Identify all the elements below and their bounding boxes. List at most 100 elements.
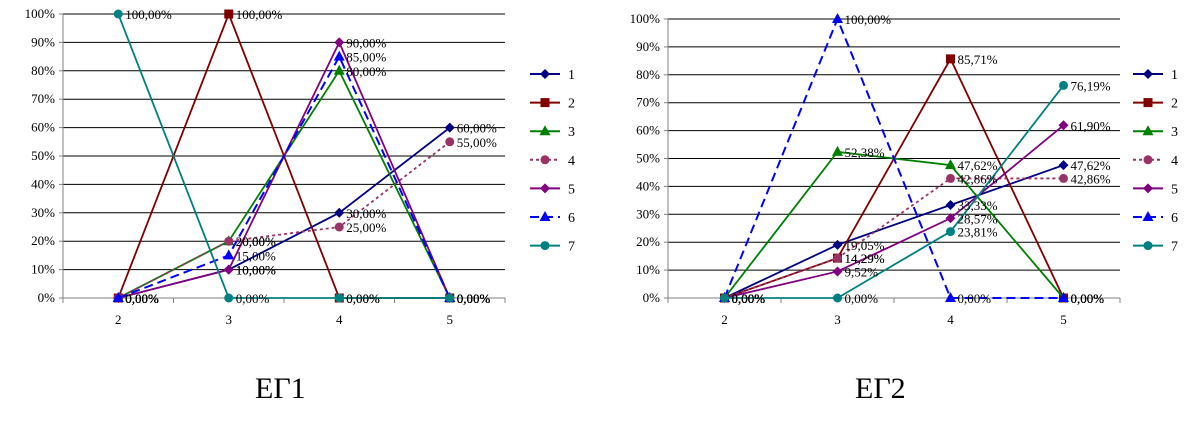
- data-label: 0,00%: [958, 291, 992, 306]
- legend-item-1: 1: [1133, 68, 1178, 83]
- y-tick-label: 0%: [643, 290, 661, 305]
- legend-marker: [540, 183, 550, 194]
- data-label: 85,71%: [958, 52, 998, 67]
- data-point: [223, 264, 234, 275]
- legend-label: 3: [568, 125, 575, 140]
- legend-label: 1: [568, 68, 575, 83]
- data-label: 0,00%: [845, 291, 879, 306]
- data-point: [334, 37, 345, 48]
- data-point: [334, 293, 344, 303]
- x-tick-label: 4: [336, 312, 343, 327]
- series-4: [113, 137, 455, 303]
- data-label: 10,00%: [236, 263, 276, 278]
- legend-item-7: 7: [1133, 240, 1178, 255]
- legend-label: 5: [1171, 182, 1178, 197]
- legend-marker: [1142, 211, 1154, 221]
- x-tick-label: 4: [947, 312, 954, 327]
- data-point: [945, 200, 956, 211]
- data-label: 0,00%: [125, 291, 159, 306]
- y-tick-label: 30%: [636, 206, 660, 221]
- data-label: 20,00%: [236, 234, 276, 249]
- series-line: [117, 141, 451, 299]
- data-point: [1058, 120, 1069, 131]
- y-tick-label: 60%: [31, 120, 55, 135]
- y-tick-label: 80%: [636, 67, 660, 82]
- legend-marker: [540, 241, 550, 251]
- data-point: [224, 236, 234, 246]
- series-4: [720, 173, 1068, 303]
- data-label: 0,00%: [346, 291, 380, 306]
- legend-marker: [540, 69, 550, 79]
- series-3: [719, 145, 1069, 302]
- y-tick-label: 10%: [31, 262, 55, 277]
- data-point: [945, 213, 956, 224]
- series-line: [724, 177, 1064, 299]
- series-7: [720, 80, 1068, 303]
- legend-item-2: 2: [530, 97, 575, 112]
- legend-item-3: 3: [530, 125, 575, 140]
- data-point: [333, 50, 345, 61]
- series-7: [113, 9, 455, 303]
- data-label: 28,57%: [958, 211, 998, 226]
- data-point: [946, 227, 955, 237]
- y-tick-label: 100%: [25, 6, 56, 21]
- data-label: 0,00%: [457, 291, 491, 306]
- gridlines: [63, 13, 505, 271]
- data-label: 0,00%: [732, 291, 766, 306]
- data-label: 47,62%: [1071, 158, 1111, 173]
- y-tick-label: 100%: [630, 11, 661, 26]
- legend-label: 2: [1171, 97, 1178, 112]
- data-point: [334, 222, 344, 232]
- data-label: 30,00%: [346, 206, 386, 221]
- legend-marker: [1143, 69, 1153, 79]
- series-line: [724, 124, 1065, 299]
- legend-item-7: 7: [530, 240, 575, 255]
- data-label: 0,00%: [125, 291, 159, 306]
- y-tick-label: 70%: [636, 95, 660, 110]
- legend-item-6: 6: [530, 211, 575, 226]
- legend-item-5: 5: [1133, 182, 1178, 197]
- data-label: 0,00%: [457, 291, 491, 306]
- data-point: [720, 293, 729, 303]
- data-label: 0,00%: [732, 291, 766, 306]
- legend-marker: [1142, 125, 1154, 136]
- y-tick-label: 0%: [38, 290, 56, 305]
- data-point: [833, 293, 842, 303]
- data-label: 100,00%: [236, 7, 283, 22]
- chart-caption-eg1: ЕГ1: [255, 372, 306, 405]
- x-tick-label: 2: [721, 312, 728, 327]
- data-label: 76,19%: [1071, 78, 1111, 93]
- chart-eg2: 0% 10% 20% 30% 40% 50% 60% 70% 80% 90% 100% 2 3 4 5 0,0…: [630, 11, 1178, 327]
- data-point: [832, 266, 843, 277]
- legend-item-1: 1: [530, 68, 575, 83]
- legend-label: 6: [1171, 211, 1178, 226]
- data-label: 0,00%: [1071, 291, 1105, 306]
- y-tick-label: 60%: [636, 123, 660, 138]
- legend-item-3: 3: [1133, 125, 1178, 140]
- data-label: 0,00%: [346, 291, 380, 306]
- series-line: [724, 164, 1064, 299]
- data-label: 0,00%: [732, 291, 766, 306]
- legend-marker: [1143, 183, 1153, 194]
- data-point: [1059, 173, 1068, 183]
- data-label: 42,86%: [1071, 171, 1111, 186]
- y-tick-label: 40%: [636, 178, 660, 193]
- data-point: [224, 9, 234, 19]
- data-label: 20,00%: [236, 234, 276, 249]
- data-point: [1059, 80, 1068, 90]
- data-label: 14,29%: [845, 251, 885, 266]
- legend-marker: [1143, 98, 1153, 108]
- data-point: [946, 173, 955, 183]
- data-point: [946, 54, 955, 64]
- series-3: [112, 64, 456, 302]
- legend-marker: [1143, 241, 1153, 251]
- data-label: 10,00%: [236, 263, 276, 278]
- data-point: [832, 145, 843, 156]
- legend-label: 7: [568, 240, 575, 255]
- data-labels: 0,00% 19,05% 33,33% 47,62% 0,00% 14,29% 85,71%…: [732, 12, 1111, 306]
- x-tick-label: 5: [447, 312, 454, 327]
- x-tick-label: 3: [834, 312, 841, 327]
- legend-label: 4: [1171, 154, 1178, 169]
- data-label: 0,00%: [457, 291, 491, 306]
